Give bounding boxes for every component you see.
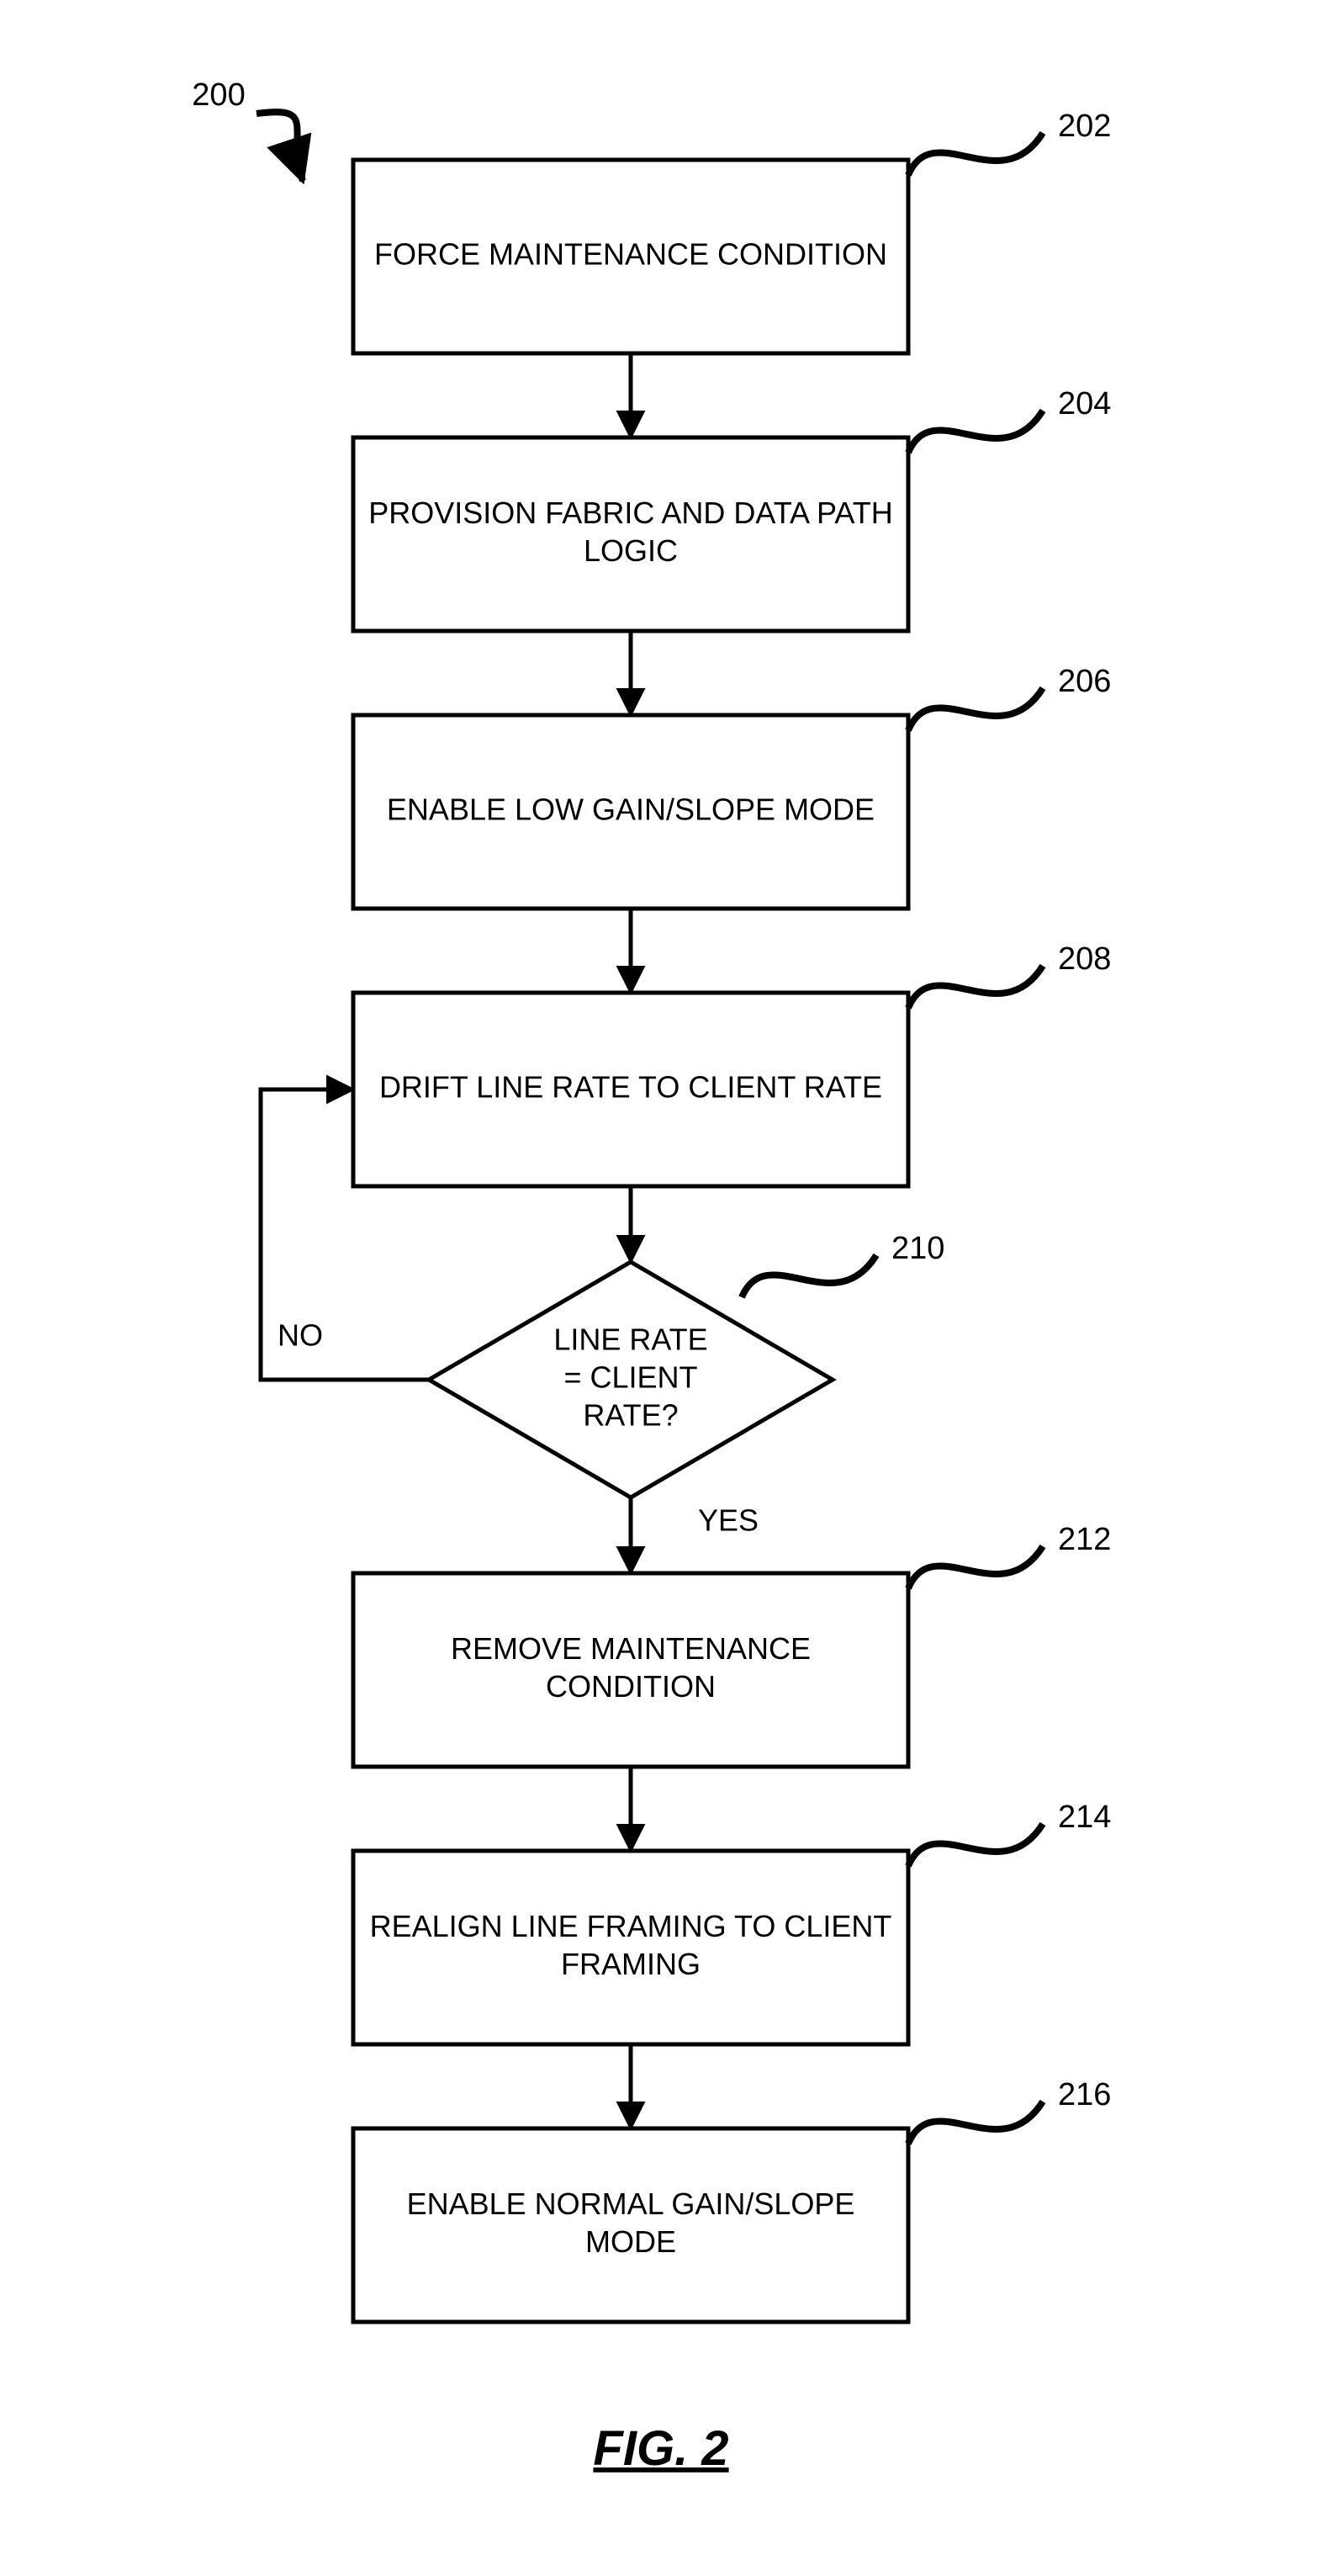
- callout-216: [908, 2102, 1043, 2144]
- flow-box-text: = CLIENT: [563, 1360, 697, 1395]
- ref-number: 214: [1058, 1799, 1111, 1835]
- flow-box-text: FORCE MAINTENANCE CONDITION: [374, 237, 887, 272]
- flow-box-text: LINE RATE: [553, 1322, 707, 1357]
- callout-204: [908, 411, 1043, 453]
- callout-212: [908, 1546, 1043, 1588]
- flow-box-text: ENABLE NORMAL GAIN/SLOPE: [407, 2186, 855, 2221]
- ref-number: 210: [891, 1231, 944, 1266]
- edge-label: YES: [698, 1503, 759, 1538]
- flowchart-figure: YES NO FORCE MAINTENANCE CONDITION 202 PROVI…: [0, 0, 1322, 2576]
- ref-number: 206: [1058, 664, 1111, 699]
- figure-ref-arrow: [256, 112, 303, 181]
- callout-202: [908, 133, 1043, 175]
- callout-208: [908, 966, 1043, 1008]
- ref-number: 208: [1058, 941, 1111, 977]
- flow-box-text: CONDITION: [546, 1669, 716, 1704]
- flow-box-text: LOGIC: [584, 533, 678, 568]
- figure-ref-number: 200: [192, 77, 245, 113]
- flow-box-text: FRAMING: [561, 1947, 701, 1981]
- flow-box-text: REALIGN LINE FRAMING TO CLIENT: [370, 1909, 892, 1943]
- ref-number: 204: [1058, 386, 1111, 421]
- flow-box-text: MODE: [585, 2224, 676, 2259]
- flow-box-text: ENABLE LOW GAIN/SLOPE MODE: [387, 792, 875, 827]
- ref-number: 216: [1058, 2077, 1111, 2112]
- ref-number: 212: [1058, 1522, 1111, 1557]
- callout-210: [742, 1255, 876, 1297]
- flow-box-text: REMOVE MAINTENANCE: [451, 1631, 811, 1666]
- edge-label: NO: [278, 1318, 323, 1353]
- flow-box-text: RATE?: [583, 1398, 678, 1433]
- figure-caption: FIG. 2: [593, 2421, 728, 2476]
- callout-214: [908, 1824, 1043, 1866]
- flow-box-text: PROVISION FABRIC AND DATA PATH: [368, 496, 892, 530]
- flow-box-text: DRIFT LINE RATE TO CLIENT RATE: [379, 1070, 882, 1105]
- ref-number: 202: [1058, 109, 1111, 144]
- callout-206: [908, 688, 1043, 730]
